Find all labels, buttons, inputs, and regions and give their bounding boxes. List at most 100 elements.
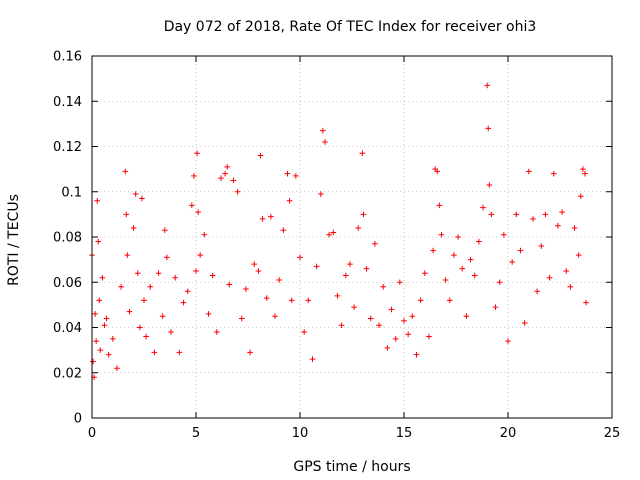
data-point (501, 231, 507, 238)
data-point (224, 164, 230, 170)
data-point (97, 347, 104, 353)
data-point (583, 299, 589, 306)
data-point (467, 256, 474, 263)
data-point (351, 304, 357, 310)
data-point (147, 283, 154, 290)
data-point (243, 286, 249, 292)
data-point (326, 231, 332, 238)
data-point (205, 311, 212, 317)
data-point (255, 268, 262, 274)
data-point (347, 261, 353, 267)
data-point (263, 295, 270, 301)
data-point (359, 150, 366, 157)
data-point (137, 324, 143, 331)
data-point (578, 193, 584, 200)
data-point (486, 182, 493, 188)
data-point (288, 297, 295, 304)
grid-lines (92, 56, 612, 418)
y-tick-label: 0.12 (53, 140, 82, 155)
axis-ticks: 0 5 10 15 20 25 0 0.02 0.04 0.06 0.08 0.1 0.12 0.14 0.… (53, 50, 620, 442)
data-point (526, 168, 532, 175)
data-point (446, 297, 453, 304)
data-point (355, 225, 362, 231)
data-point (320, 127, 326, 134)
data-point (488, 211, 495, 218)
data-point (297, 254, 303, 261)
data-point (313, 263, 320, 270)
data-point (513, 211, 520, 218)
data-point (521, 320, 528, 326)
data-point (409, 313, 416, 319)
data-point (305, 297, 312, 304)
data-point (195, 209, 201, 215)
data-point (191, 173, 197, 179)
y-tick-label: 0.06 (53, 276, 82, 291)
y-tick-label: 0 (74, 412, 82, 427)
data-point (376, 322, 382, 329)
data-point (218, 175, 224, 181)
data-point (417, 297, 424, 304)
data-point (542, 211, 549, 218)
data-point (257, 152, 264, 159)
y-tick-label: 0.02 (53, 366, 82, 381)
data-point (360, 211, 367, 218)
y-tick-label: 0.16 (53, 50, 82, 65)
data-point (139, 195, 145, 202)
data-point (434, 168, 441, 175)
data-point (132, 191, 139, 197)
data-point (226, 281, 233, 288)
data-point (151, 349, 158, 356)
data-point (126, 308, 133, 315)
x-axis-label: GPS time / hours (293, 459, 410, 475)
data-point (322, 139, 328, 145)
data-point (530, 216, 536, 222)
data-point (330, 229, 337, 236)
data-point (293, 173, 299, 179)
data-point (276, 277, 282, 283)
data-point (110, 336, 116, 342)
data-point (180, 299, 187, 306)
data-point (114, 365, 120, 372)
data-point (580, 166, 586, 172)
data-point (567, 283, 574, 290)
y-tick-label: 0.04 (53, 321, 82, 336)
data-point (388, 306, 395, 313)
data-point (118, 283, 124, 290)
data-point (301, 329, 307, 335)
data-point (401, 317, 407, 324)
data-point (509, 259, 515, 265)
data-point (571, 225, 578, 231)
data-point (172, 274, 178, 281)
data-point (189, 202, 195, 209)
x-tick-label: 15 (396, 426, 413, 441)
x-tick-label: 5 (192, 426, 200, 441)
data-point (184, 288, 191, 295)
data-point (247, 349, 253, 356)
data-point (162, 227, 168, 234)
data-point (123, 211, 130, 218)
y-axis-label: ROTI / TECUs (6, 194, 22, 286)
data-point (96, 297, 103, 304)
data-point (422, 270, 428, 276)
data-point (130, 225, 137, 231)
data-point (575, 252, 582, 258)
data-point (582, 170, 588, 177)
data-point (222, 170, 228, 177)
x-tick-label: 0 (88, 426, 96, 441)
data-point (155, 270, 162, 276)
data-point (93, 338, 99, 344)
data-point (426, 333, 432, 340)
data-point (459, 265, 466, 272)
data-point (538, 243, 545, 249)
data-point (546, 274, 553, 281)
data-point (438, 231, 445, 238)
data-point (563, 268, 570, 274)
data-point (280, 227, 287, 234)
data-point (559, 209, 565, 215)
data-point (143, 333, 149, 340)
data-point (484, 82, 490, 89)
data-point (318, 191, 324, 197)
data-point (238, 315, 245, 322)
x-tick-label: 10 (292, 426, 309, 441)
